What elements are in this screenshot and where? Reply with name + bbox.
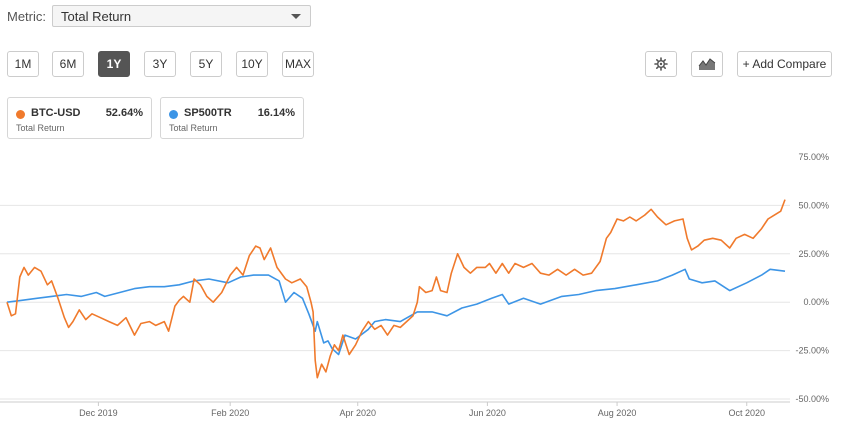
range-button-label: 1Y (106, 57, 122, 71)
range-button-5y[interactable]: 5Y (190, 51, 222, 77)
chevron-down-icon (291, 13, 301, 19)
add-compare-label: + Add Compare (742, 57, 827, 71)
range-button-label: MAX (284, 57, 311, 71)
x-tick-label: Apr 2020 (339, 408, 376, 418)
range-button-label: 1M (14, 57, 32, 71)
range-button-1m[interactable]: 1M (7, 51, 39, 77)
x-axis: Dec 2019 Feb 2020 Apr 2020 Jun 2020 Aug 2020… (0, 401, 790, 418)
y-axis: 75.00% 50.00% 25.00% 0.00% -25.00% -50.00% (795, 152, 829, 404)
range-button-1y[interactable]: 1Y (98, 51, 130, 77)
series-line-btc-usd (6, 199, 786, 379)
y-tick-label: 75.00% (798, 152, 829, 162)
y-tick-label: 50.00% (798, 200, 829, 210)
chart-type-button[interactable] (691, 51, 723, 77)
series-color-dot (16, 110, 25, 119)
y-tick-label: 0.00% (803, 297, 829, 307)
gear-icon (654, 57, 668, 71)
y-tick-label: 25.00% (798, 249, 829, 259)
performance-chart[interactable]: 75.00% 50.00% 25.00% 0.00% -25.00% -50.00% De… (0, 150, 845, 427)
legend-series-value: 52.64% (105, 107, 143, 119)
metric-label: Metric: (7, 8, 46, 24)
x-tick-label: Oct 2020 (728, 408, 765, 418)
series-color-dot (169, 110, 178, 119)
range-button-label: 3Y (152, 57, 168, 71)
range-button-max[interactable]: MAX (282, 51, 314, 77)
legend-series-metric: Total Return (16, 123, 65, 133)
x-tick-label: Aug 2020 (598, 408, 637, 418)
range-button-10y[interactable]: 10Y (236, 51, 268, 77)
legend-card-btc[interactable]: BTC-USD 52.64% Total Return (7, 97, 152, 139)
legend-series-name: BTC-USD (31, 107, 81, 119)
range-button-6m[interactable]: 6M (52, 51, 84, 77)
x-tick-label: Jun 2020 (469, 408, 506, 418)
legend-card-sp500tr[interactable]: SP500TR 16.14% Total Return (160, 97, 304, 139)
chart-series (6, 199, 786, 379)
settings-button[interactable] (645, 51, 677, 77)
x-tick-label: Feb 2020 (211, 408, 249, 418)
chart-grid (0, 156, 790, 400)
y-tick-label: -50.00% (795, 394, 829, 404)
legend-series-value: 16.14% (257, 107, 295, 119)
x-tick-label: Dec 2019 (79, 408, 118, 418)
legend-series-metric: Total Return (169, 123, 218, 133)
legend-series-name: SP500TR (184, 107, 232, 119)
range-button-label: 10Y (241, 57, 263, 71)
range-button-3y[interactable]: 3Y (144, 51, 176, 77)
metric-select[interactable]: Total Return (52, 5, 311, 27)
metric-row: Metric: Total Return (7, 5, 311, 27)
series-line-sp500tr (6, 268, 786, 356)
range-button-label: 5Y (198, 57, 214, 71)
metric-select-value: Total Return (61, 8, 132, 24)
add-compare-button[interactable]: + Add Compare (737, 51, 832, 77)
range-button-label: 6M (59, 57, 77, 71)
y-tick-label: -25.00% (795, 346, 829, 356)
area-chart-icon (698, 58, 716, 70)
